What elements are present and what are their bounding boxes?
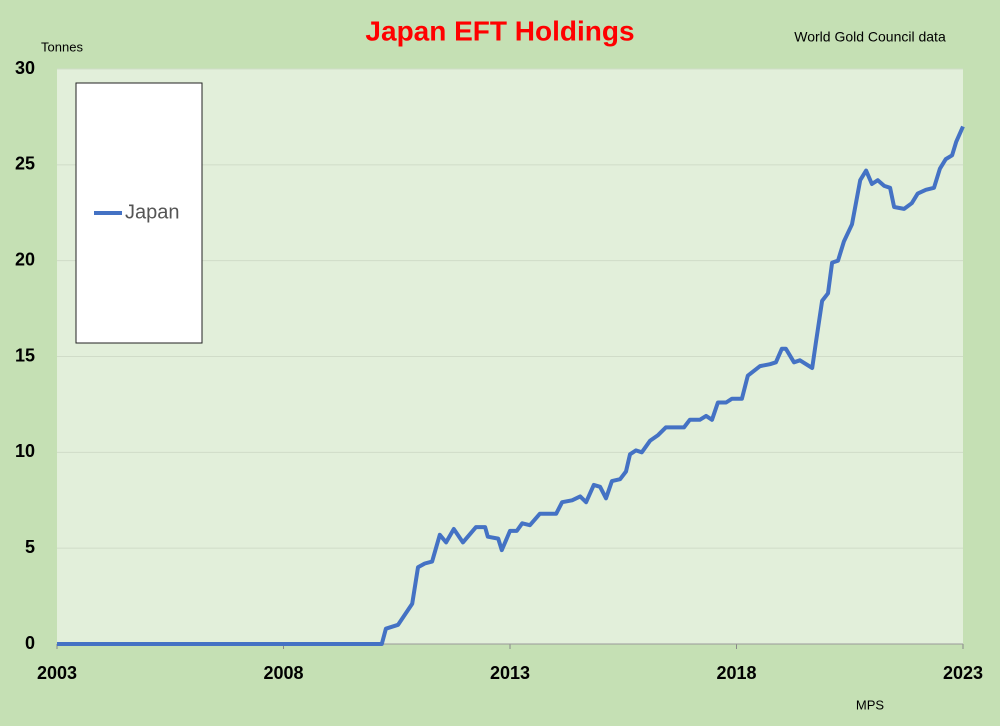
- credit: MPS: [856, 697, 885, 712]
- legend: Japan: [75, 82, 203, 344]
- x-tick-label: 2018: [716, 663, 756, 683]
- source: World Gold Council data: [794, 29, 946, 45]
- legend-label: Japan: [125, 201, 180, 223]
- x-tick-label: 2013: [490, 663, 530, 683]
- x-tick-label: 2008: [263, 663, 303, 683]
- y-tick-label: 15: [15, 345, 35, 365]
- chart-title: Japan EFT Holdings: [365, 15, 634, 46]
- x-tick-label: 2023: [943, 663, 983, 683]
- y-tick-label: 25: [15, 154, 35, 174]
- y-tick-label: 0: [25, 633, 35, 653]
- y-tick-label: 20: [15, 249, 35, 269]
- data-line: [57, 125, 965, 646]
- y-tick-label: 5: [25, 537, 35, 557]
- y-tick-label: 30: [15, 58, 35, 78]
- y-tick-label: 10: [15, 441, 35, 461]
- y-axis-label: Tonnes: [41, 39, 83, 54]
- x-tick-label: 2003: [37, 663, 77, 683]
